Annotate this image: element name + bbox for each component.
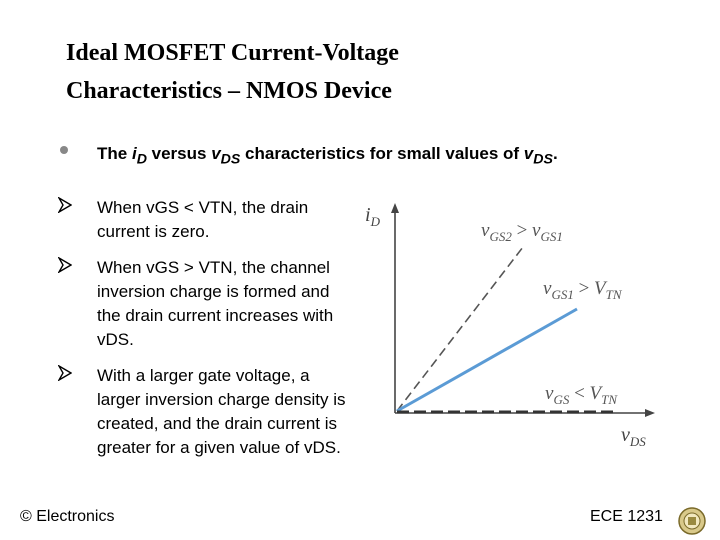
title-line-1: Ideal MOSFET Current-Voltage bbox=[66, 40, 399, 66]
university-seal-icon bbox=[678, 507, 706, 535]
main-bullet-mid: versus bbox=[146, 144, 212, 163]
x-axis-label: vDS bbox=[621, 424, 646, 449]
line-vgs1 bbox=[396, 307, 578, 413]
symbol-v-sub: DS bbox=[220, 151, 241, 168]
title-line-2: Characteristics – NMOS Device bbox=[66, 78, 392, 104]
symbol-v: v bbox=[211, 144, 221, 163]
main-bullet-post: characteristics for small values of bbox=[240, 144, 524, 163]
y-axis-arrow-icon bbox=[391, 203, 399, 213]
id-vds-graph: iD vDS vGS2 > vGS1 vGS1 > VTN vGS < VTN bbox=[365, 203, 655, 449]
symbol-i-sub: D bbox=[136, 151, 147, 168]
main-bullet-pre: The bbox=[97, 144, 132, 163]
symbol-v2: v bbox=[523, 144, 534, 163]
symbol-v2-sub: DS bbox=[533, 151, 553, 168]
label-vgs2: vGS2 > vGS1 bbox=[481, 220, 563, 244]
x-axis-arrow-icon bbox=[645, 409, 655, 417]
bullet-dot-icon bbox=[60, 146, 68, 154]
label-vgs1: vGS1 > VTN bbox=[543, 278, 623, 302]
arrow-head-icon bbox=[57, 196, 73, 220]
arrow-head-icon bbox=[57, 364, 73, 388]
footer-course: ECE 1231 bbox=[590, 508, 663, 525]
symbol-i: i bbox=[131, 144, 137, 163]
label-vgs-off: vGS < VTN bbox=[545, 383, 618, 407]
slide-title: Ideal MOSFET Current-Voltage Characteris… bbox=[66, 34, 666, 110]
y-axis-label: iD bbox=[365, 204, 381, 229]
line-vgs2 bbox=[396, 246, 524, 412]
sub-bullet-2-text: When vGS > VTN, the channel inversion ch… bbox=[97, 258, 334, 349]
footer-copyright: © Electronics bbox=[20, 508, 115, 525]
sub-bullet-3-text: With a larger gate voltage, a larger inv… bbox=[97, 366, 346, 457]
arrow-head-icon bbox=[57, 256, 73, 280]
main-bullet-end: . bbox=[552, 144, 558, 163]
sub-bullet-1-text: When vGS < VTN, the drain current is zer… bbox=[97, 198, 309, 241]
